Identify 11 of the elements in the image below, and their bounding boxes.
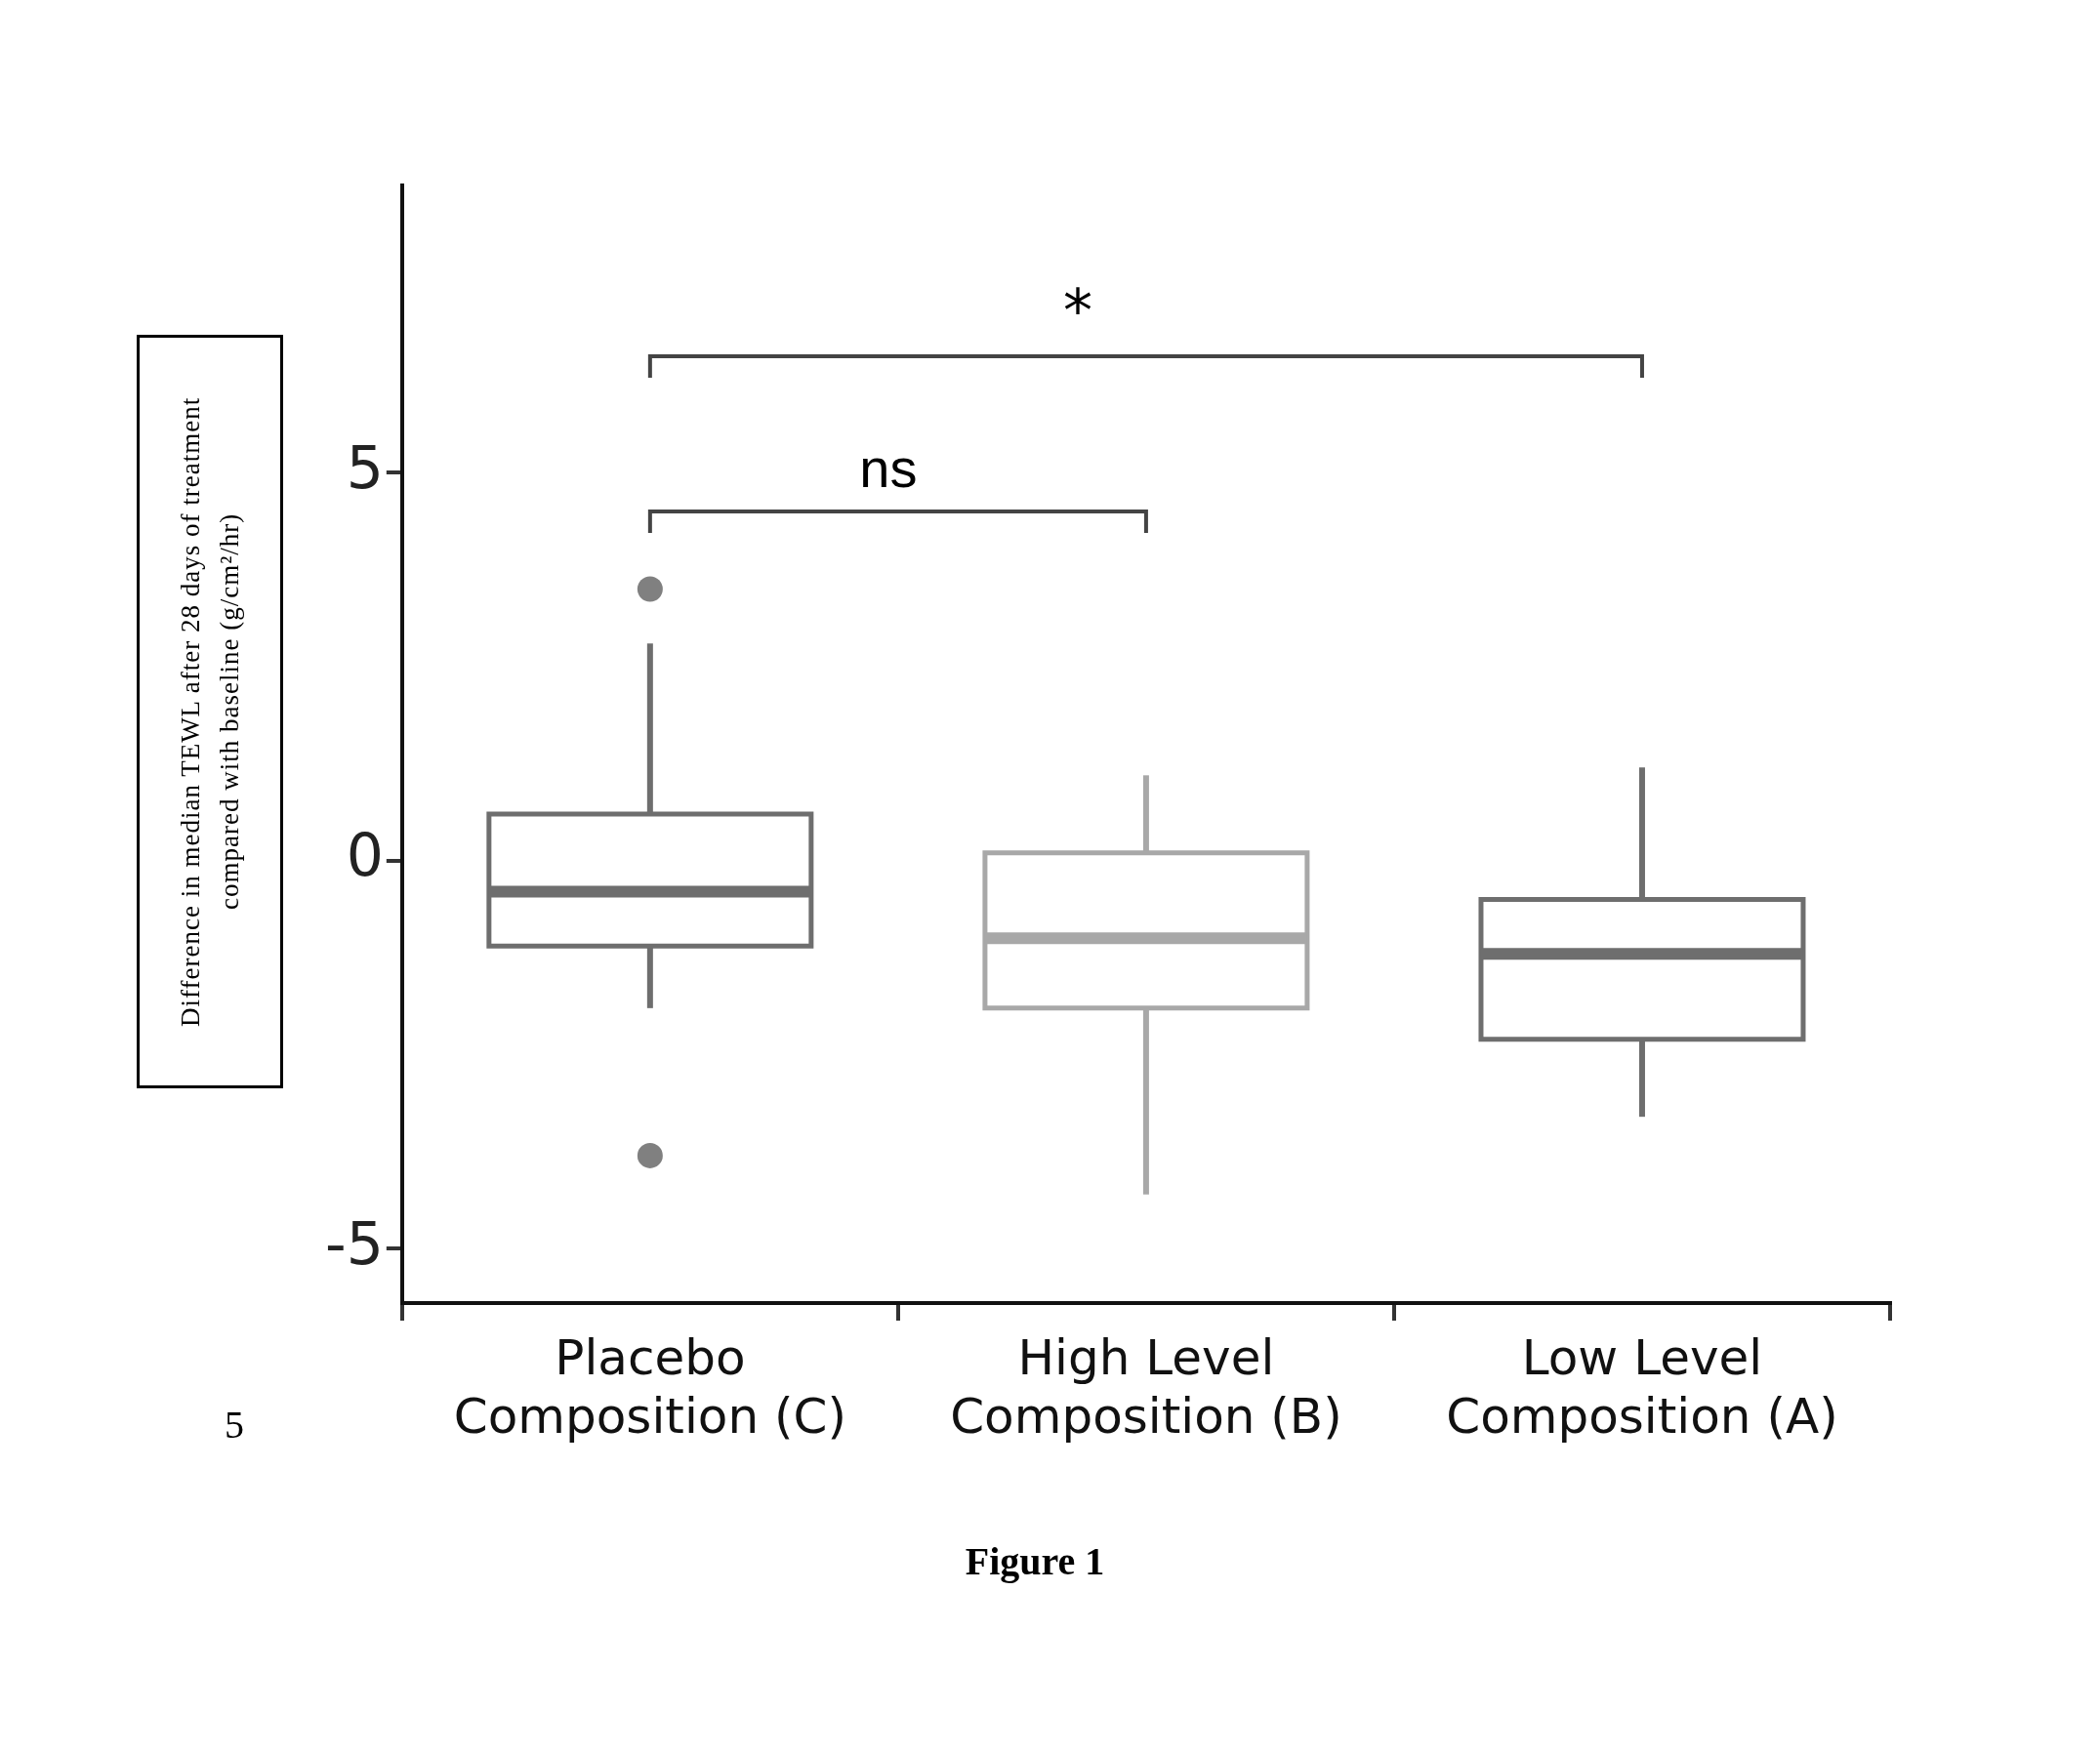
annotation: *: [1062, 275, 1092, 345]
y-tick-label: -5: [325, 1208, 384, 1278]
x-tick-label: Low Level Composition (A): [1446, 1328, 1838, 1445]
x-tick-label: High Level Composition (B): [950, 1328, 1342, 1445]
text: 5: [225, 1402, 244, 1447]
caption: Figure 1: [965, 1539, 1105, 1584]
y-axis-title: Difference in median TEWL after 28 days of treatment compared with baseline (g/cm²/hr): [175, 395, 245, 1029]
y-tick-label: 5: [346, 432, 384, 502]
y-tick-label: 0: [346, 821, 384, 890]
annotation: ns: [859, 437, 918, 500]
x-tick-label: Placebo Composition (C): [453, 1328, 846, 1445]
